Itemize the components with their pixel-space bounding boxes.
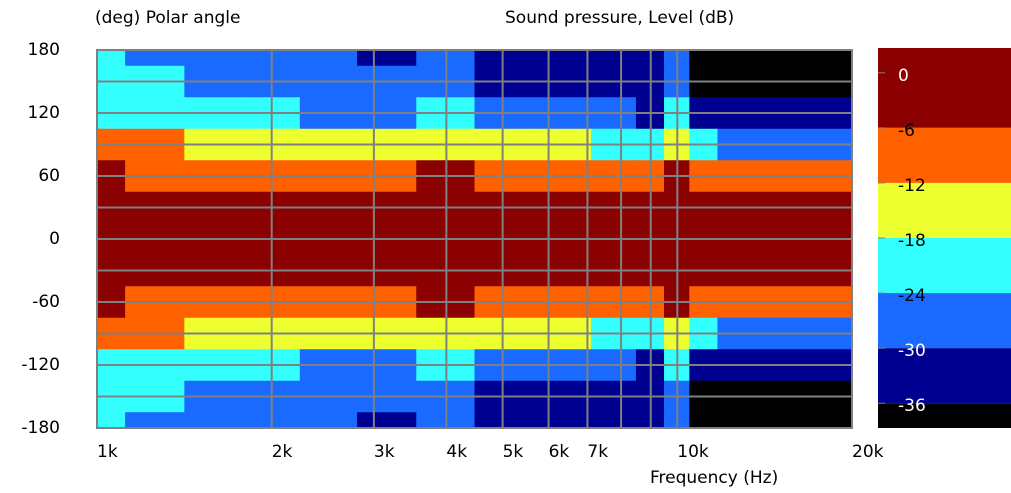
colorbar-band xyxy=(878,238,1011,294)
heat-cell xyxy=(689,50,718,67)
heat-cell xyxy=(125,412,185,429)
colorbar-band xyxy=(878,348,1011,404)
heat-cell xyxy=(357,50,417,67)
colorbar-tick-label: -6 xyxy=(898,121,915,141)
plot-frame xyxy=(96,49,853,429)
x-tick-label: 3k xyxy=(374,442,395,462)
heat-cell xyxy=(689,412,718,429)
colorbar-band xyxy=(878,48,1011,128)
x-tick-label: 5k xyxy=(503,442,524,462)
x-tick-label: 4k xyxy=(446,442,467,462)
heat-cell xyxy=(184,50,245,67)
x-tick-label: 2k xyxy=(272,442,293,462)
x-axis-title: Frequency (Hz) xyxy=(650,468,778,488)
colorbar-band xyxy=(878,403,1011,428)
y-tick-label: -120 xyxy=(21,355,60,375)
heat-cell xyxy=(357,412,417,429)
x-tick-label: 1k xyxy=(97,442,118,462)
heat-cell xyxy=(823,412,853,429)
y-tick-label: -60 xyxy=(32,292,60,312)
heat-cell xyxy=(299,50,358,67)
y-tick-label: 0 xyxy=(49,229,60,249)
heat-cell xyxy=(764,412,825,429)
colorbar-band xyxy=(878,127,1011,183)
x-tick-label: 20k xyxy=(852,442,884,462)
y-axis-title: (deg) Polar angle xyxy=(95,8,240,28)
heat-cell xyxy=(823,50,853,67)
y-tick-label: 120 xyxy=(28,103,60,123)
colorbar-title: Sound pressure, Level (dB) xyxy=(505,8,734,28)
heat-cell xyxy=(531,50,592,67)
x-tick-label: 10k xyxy=(677,442,709,462)
heat-cell xyxy=(531,412,592,429)
colorbar-tick-label: -12 xyxy=(898,176,926,196)
heat-cell xyxy=(299,412,358,429)
heat-cell xyxy=(125,50,185,67)
heat-cell xyxy=(717,412,766,429)
colorbar-tick-label: -24 xyxy=(898,286,926,306)
x-tick-label: 7k xyxy=(587,442,608,462)
colorbar-tick-label: -18 xyxy=(898,231,926,251)
colorbar-tick-label: 0 xyxy=(898,66,909,86)
colorbar-band xyxy=(878,293,1011,349)
heat-cell xyxy=(184,412,245,429)
heat-cell xyxy=(97,50,126,67)
y-tick-label: -180 xyxy=(21,418,60,438)
heat-cell xyxy=(590,50,637,67)
heat-cell xyxy=(590,412,637,429)
colorbar-band xyxy=(878,182,1011,238)
colorbar-tick-label: -36 xyxy=(898,396,926,416)
y-tick-label: 60 xyxy=(38,166,60,186)
colorbar-tick-label: -30 xyxy=(898,341,926,361)
heat-cell xyxy=(764,50,825,67)
heat-cell xyxy=(717,50,766,67)
heat-cell xyxy=(97,412,126,429)
x-tick-label: 6k xyxy=(549,442,570,462)
y-tick-label: 180 xyxy=(28,40,60,60)
